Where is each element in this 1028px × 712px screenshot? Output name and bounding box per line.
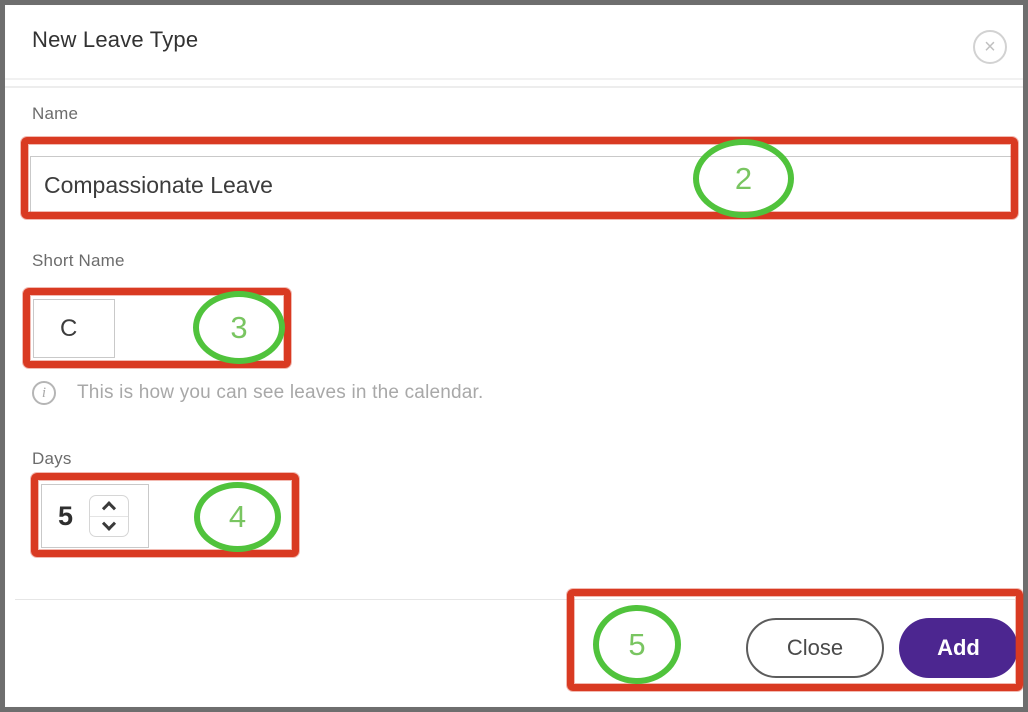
short-name-input[interactable]: C [33, 299, 115, 358]
annotation-step-3: 3 [193, 291, 285, 364]
header-divider [5, 78, 1023, 80]
name-input[interactable]: Compassionate Leave [30, 156, 1014, 214]
step-4-number: 4 [228, 499, 247, 534]
info-icon: i [32, 381, 56, 405]
short-name-help-text: This is how you can see leaves in the ca… [77, 382, 484, 403]
spinner-down-icon[interactable] [90, 515, 129, 537]
days-field-label: Days [32, 449, 72, 468]
annotation-step-4: 4 [194, 482, 281, 552]
name-input-value: Compassionate Leave [44, 172, 273, 198]
days-input-value: 5 [58, 500, 74, 531]
add-button[interactable]: Add [899, 618, 1018, 678]
short-name-help-row: i This is how you can see leaves in the … [32, 381, 484, 405]
short-name-input-value: C [60, 315, 78, 342]
close-button[interactable]: Close [746, 618, 884, 678]
footer-divider [15, 599, 1015, 600]
step-5-number: 5 [628, 626, 646, 662]
short-name-field-label: Short Name [32, 251, 125, 270]
days-input[interactable]: 5 [41, 484, 149, 548]
days-spinner[interactable] [89, 495, 130, 537]
dialog-title: New Leave Type [32, 27, 199, 52]
step-3-number: 3 [230, 309, 248, 345]
spinner-up-icon[interactable] [90, 496, 128, 516]
close-icon[interactable]: × [973, 30, 1007, 64]
header-divider-2 [5, 86, 1023, 88]
name-field-label: Name [32, 104, 79, 123]
annotation-step-5: 5 [593, 605, 681, 684]
